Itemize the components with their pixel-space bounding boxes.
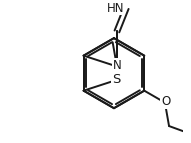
Text: N: N	[112, 59, 121, 72]
Text: HN: HN	[107, 2, 124, 14]
Text: S: S	[112, 73, 120, 86]
Text: O: O	[161, 95, 170, 108]
